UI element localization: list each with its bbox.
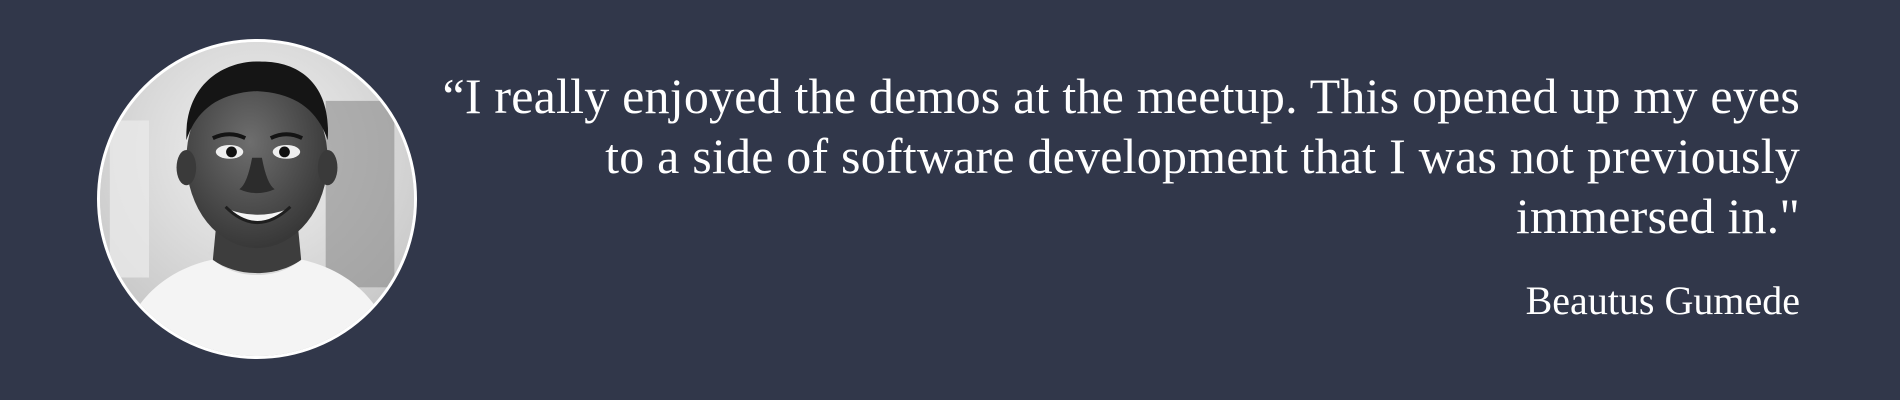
quote-block: “I really enjoyed the demos at the meetu… bbox=[400, 66, 1800, 324]
testimonial-quote: “I really enjoyed the demos at the meetu… bbox=[442, 68, 1800, 244]
avatar bbox=[97, 39, 417, 359]
testimonial-author: Beautus Gumede bbox=[1525, 278, 1800, 323]
portrait-photo bbox=[100, 42, 414, 356]
